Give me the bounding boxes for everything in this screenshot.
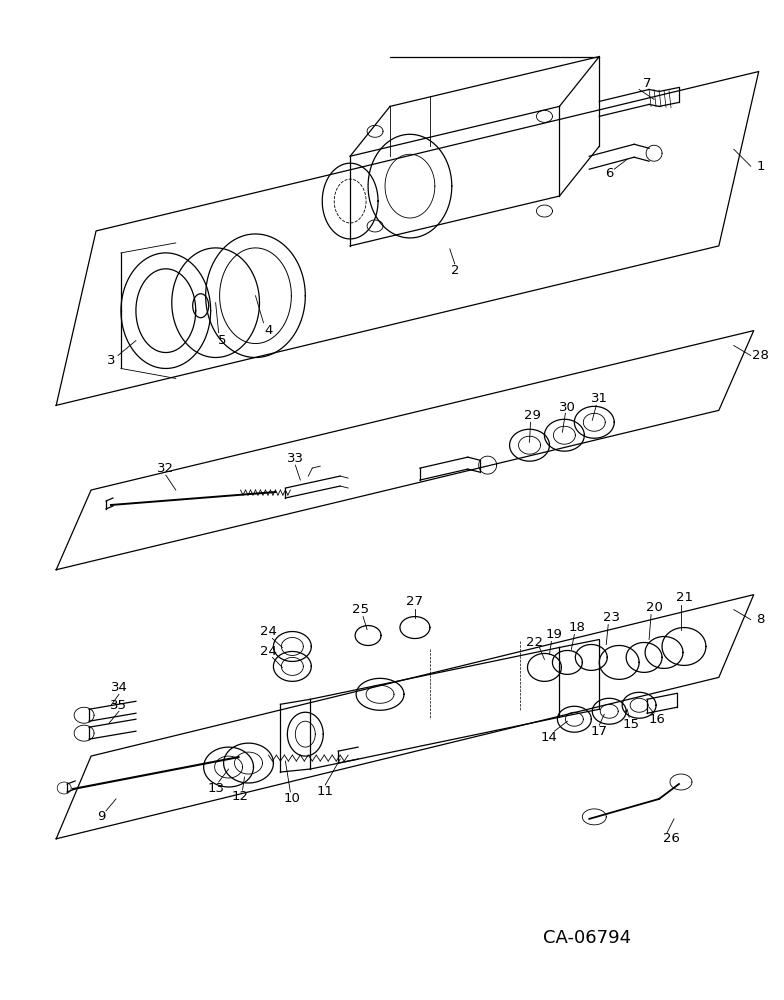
Text: 23: 23 — [603, 611, 619, 624]
Text: 30: 30 — [559, 401, 575, 414]
Text: 4: 4 — [264, 324, 273, 337]
Text: 31: 31 — [591, 392, 608, 405]
Text: 17: 17 — [591, 725, 608, 738]
Text: 35: 35 — [111, 699, 128, 712]
Text: 26: 26 — [662, 832, 680, 845]
Text: 10: 10 — [284, 792, 301, 805]
Text: 32: 32 — [158, 462, 174, 475]
Text: 21: 21 — [677, 591, 694, 604]
Text: 12: 12 — [232, 790, 249, 803]
Text: 33: 33 — [287, 452, 304, 465]
Text: 3: 3 — [107, 354, 115, 367]
Text: 2: 2 — [451, 264, 459, 277]
Text: 14: 14 — [541, 731, 558, 744]
Text: 22: 22 — [526, 636, 543, 649]
Text: 34: 34 — [111, 681, 128, 694]
Text: 15: 15 — [622, 718, 640, 731]
Text: 18: 18 — [569, 621, 586, 634]
Text: 16: 16 — [648, 713, 666, 726]
Text: 7: 7 — [643, 77, 652, 90]
Text: CA-06794: CA-06794 — [543, 929, 631, 947]
Text: 27: 27 — [406, 595, 423, 608]
Text: 19: 19 — [546, 628, 563, 641]
Text: 1: 1 — [757, 160, 765, 173]
Text: 24: 24 — [260, 625, 277, 638]
Text: 25: 25 — [351, 603, 368, 616]
Text: 9: 9 — [97, 810, 105, 823]
Text: 6: 6 — [605, 167, 613, 180]
Text: 5: 5 — [219, 334, 227, 347]
Text: 28: 28 — [753, 349, 769, 362]
Text: 13: 13 — [207, 782, 224, 795]
Text: 11: 11 — [317, 785, 334, 798]
Text: 8: 8 — [757, 613, 765, 626]
Text: 24: 24 — [260, 645, 277, 658]
Text: 29: 29 — [524, 409, 541, 422]
Text: 20: 20 — [646, 601, 662, 614]
